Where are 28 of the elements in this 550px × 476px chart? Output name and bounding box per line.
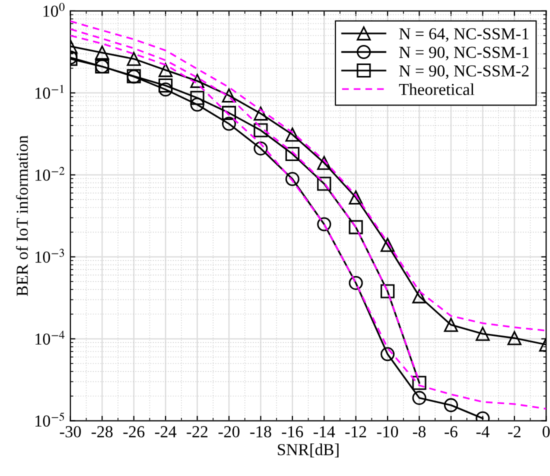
x-tick-label: -18 [250, 426, 272, 438]
x-tick-label: -14 [314, 426, 335, 438]
legend-label: Theoretical [399, 83, 474, 96]
y-tick-label: 10$^{0}$ [44, 2, 65, 17]
x-tick-label: -30 [60, 426, 81, 438]
x-tick-label: -16 [282, 426, 304, 438]
x-tick-label: -8 [412, 426, 426, 438]
x-tick-label: -28 [92, 426, 113, 438]
x-tick-label: -26 [123, 426, 144, 438]
y-tick-label: 10$^{−5}$ [36, 412, 64, 427]
y-axis-title: BER of IoT information [16, 135, 28, 296]
x-tick-label: -2 [508, 426, 520, 438]
x-tick-label: -22 [186, 426, 208, 438]
x-tick-label: -12 [345, 426, 366, 438]
x-tick-label: 0 [542, 426, 550, 438]
legend-label: N = 64, NC-SSM-1 [399, 28, 528, 42]
legend-label: N = 90, NC-SSM-2 [399, 65, 529, 79]
x-tick-label: -4 [476, 426, 490, 438]
x-tick-label: -10 [377, 426, 398, 438]
y-tick-label: 10$^{−4}$ [36, 330, 64, 345]
y-tick-label: 10$^{−1}$ [36, 84, 64, 99]
y-tick-label: 10$^{−2}$ [36, 166, 64, 181]
x-axis-title: SNR[dB] [278, 444, 339, 458]
legend-label: N = 90, NC-SSM-1 [399, 46, 528, 60]
x-tick-label: -24 [155, 426, 176, 438]
y-tick-label: 10$^{−3}$ [36, 248, 64, 263]
x-tick-label: -20 [218, 426, 240, 438]
x-tick-label: -6 [444, 426, 458, 438]
